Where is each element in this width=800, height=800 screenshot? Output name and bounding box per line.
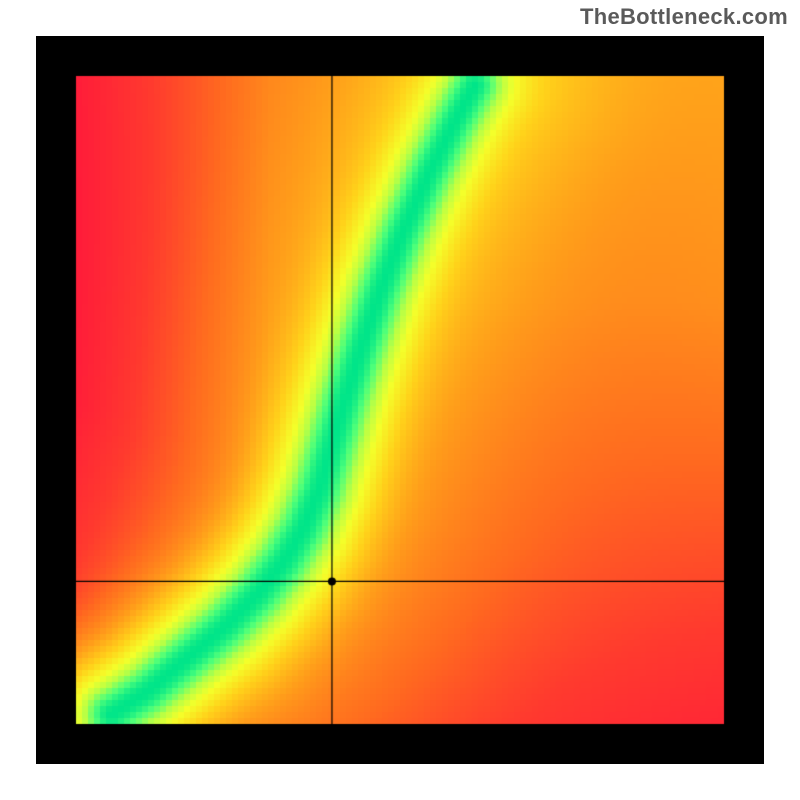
chart-container: TheBottleneck.com xyxy=(0,0,800,800)
plot-frame xyxy=(36,36,764,764)
heatmap-canvas xyxy=(36,36,764,764)
watermark-text: TheBottleneck.com xyxy=(580,4,788,30)
